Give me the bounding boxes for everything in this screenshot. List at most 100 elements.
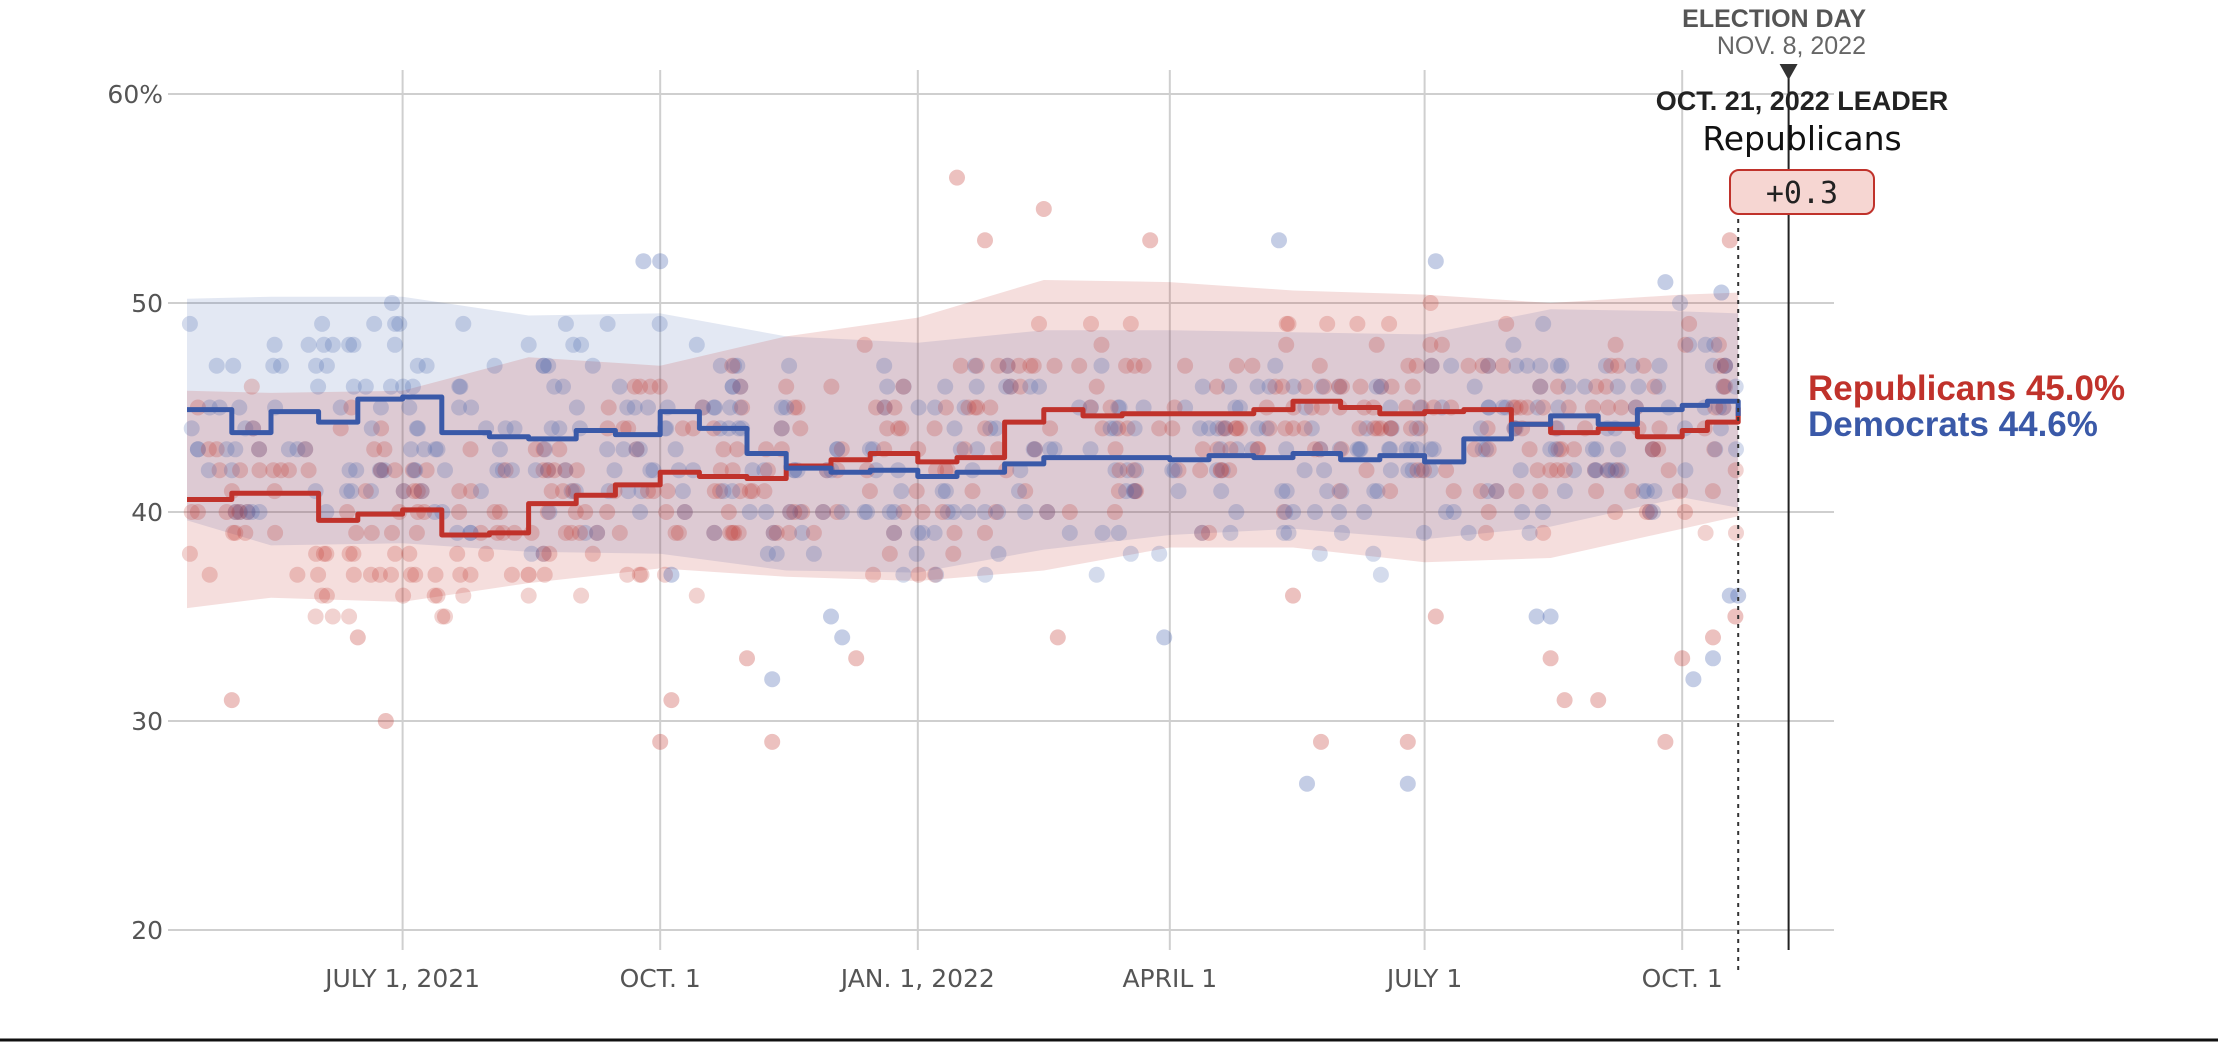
democrat-poll-dot <box>366 315 383 332</box>
democrat-poll-dot <box>856 504 873 520</box>
democrat-poll-dot <box>1209 420 1226 437</box>
republican-poll-dot <box>567 504 584 520</box>
democrat-poll-dot <box>543 420 560 437</box>
republican-poll-dot <box>956 441 973 458</box>
democrat-poll-dot <box>1369 483 1386 500</box>
democrat-poll-dot <box>990 504 1007 520</box>
republican-poll-dot <box>744 483 761 500</box>
democrat-poll-dot <box>1657 274 1674 291</box>
democrat-poll-dot <box>945 504 962 520</box>
democrat-poll-dot <box>1650 378 1667 395</box>
republican-poll-dot <box>345 545 362 562</box>
republican-poll-dot <box>1697 524 1714 541</box>
democrat-poll-dot <box>1366 483 1383 500</box>
democrat-poll-dot <box>584 357 601 374</box>
republican-poll-dot <box>1624 483 1641 500</box>
republican-poll-dot <box>372 462 389 479</box>
democrat-poll-dot <box>778 399 795 416</box>
democrat-poll-dot <box>688 336 705 353</box>
republican-poll-dot <box>1017 483 1034 500</box>
democrat-poll-dot <box>1514 504 1531 520</box>
republican-poll-dot <box>1135 357 1152 374</box>
republican-poll-dot <box>1319 315 1336 332</box>
republican-poll-dot <box>520 566 537 583</box>
republican-poll-dot <box>1368 336 1385 353</box>
democrat-poll-dot <box>1422 441 1439 458</box>
republican-poll-dot <box>1535 524 1552 541</box>
republican-poll-dot <box>201 566 218 583</box>
republican-poll-dot <box>555 483 571 500</box>
republican-poll-dot <box>1088 378 1105 395</box>
democrat-poll-dot <box>829 441 846 458</box>
republican-poll-dot <box>1635 357 1652 374</box>
democrat-poll-dot <box>773 399 790 416</box>
democrat-poll-dot <box>927 399 943 416</box>
republican-poll-dot <box>1409 462 1426 479</box>
republican-poll-dot <box>674 420 691 437</box>
democrat-poll-dot <box>1349 441 1366 458</box>
democrat-poll-dot <box>551 420 568 437</box>
republican-poll-dot <box>1529 462 1546 479</box>
democrat-poll-dot <box>1638 483 1655 500</box>
democrat-poll-dot <box>626 399 643 416</box>
republican-poll-dot <box>1128 483 1145 500</box>
republican-poll-dot <box>427 566 444 583</box>
y-tick-label: 20 <box>131 916 163 945</box>
republican-poll-dot <box>946 524 963 541</box>
democrat-poll-dot <box>1303 420 1320 437</box>
democrat-poll-dot <box>1600 462 1616 479</box>
democrat-poll-dot <box>977 566 994 583</box>
republican-poll-dot <box>541 545 558 562</box>
democrat-poll-dot <box>732 378 749 395</box>
democrat-poll-dot <box>724 483 741 500</box>
republican-poll-dot <box>1645 441 1661 458</box>
republican-poll-dot <box>1110 420 1127 437</box>
democrat-poll-dot <box>1061 524 1078 541</box>
republican-poll-dot <box>384 524 400 541</box>
republican-poll-dot <box>543 483 560 500</box>
democrat-poll-dot <box>1156 629 1173 646</box>
republican-poll-dot <box>945 545 962 562</box>
democrat-poll-dot <box>200 462 217 479</box>
democrat-poll-dot <box>611 378 628 395</box>
democrat-poll-dot <box>1721 587 1738 604</box>
republican-poll-dot <box>1285 587 1301 604</box>
republican-poll-dot <box>734 399 751 416</box>
democrat-poll-dot <box>1088 566 1105 583</box>
democrat-poll-dot <box>1707 441 1724 458</box>
democrat-poll-dot <box>289 441 306 458</box>
democrats-end-label: Democrats 44.6% <box>1808 405 2098 444</box>
democrat-poll-dot <box>300 336 317 353</box>
republican-poll-dot <box>429 587 446 604</box>
democrat-poll-dot <box>1106 420 1123 437</box>
democrat-poll-dot <box>363 420 380 437</box>
democrat-poll-dot <box>1587 462 1603 479</box>
republican-poll-dot <box>535 462 552 479</box>
republican-poll-dot <box>1025 357 1042 374</box>
republican-poll-dot <box>307 608 324 625</box>
democrat-poll-dot <box>1351 441 1368 458</box>
republican-poll-dot <box>251 462 268 479</box>
republican-poll-dot <box>1556 462 1573 479</box>
democrat-poll-dot <box>1399 775 1416 792</box>
republican-poll-dot <box>1313 733 1329 750</box>
republican-poll-dot <box>781 524 798 541</box>
republican-poll-dot <box>1715 378 1732 395</box>
republican-poll-dot <box>1082 399 1099 416</box>
democrat-poll-dot <box>1250 420 1267 437</box>
democrat-poll-dot <box>231 399 248 416</box>
democrat-poll-dot <box>324 336 341 353</box>
republican-poll-dot <box>1214 420 1231 437</box>
democrat-poll-dot <box>1584 441 1601 458</box>
republican-poll-dot <box>1498 315 1515 332</box>
democrat-poll-dot <box>1609 378 1626 395</box>
republican-poll-dot <box>952 357 969 374</box>
democrat-poll-dot <box>635 253 652 270</box>
republican-poll-dot <box>1638 504 1655 520</box>
democrat-poll-dot <box>372 399 389 416</box>
republican-poll-dot <box>300 462 317 479</box>
republican-poll-dot <box>1438 462 1455 479</box>
democrat-poll-dot <box>1213 483 1230 500</box>
democrat-poll-dot <box>437 462 453 479</box>
republican-poll-dot <box>1106 504 1123 520</box>
